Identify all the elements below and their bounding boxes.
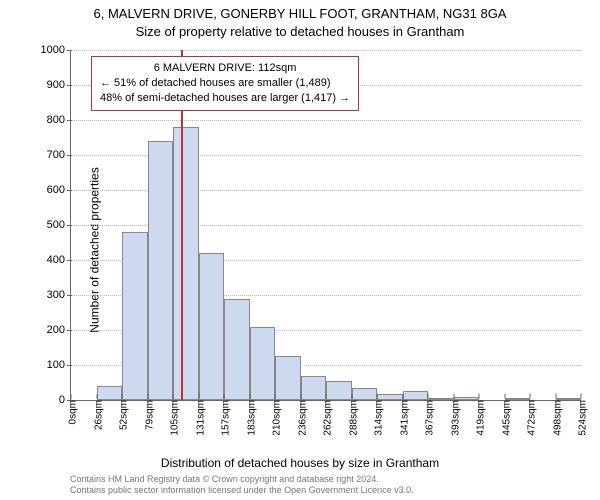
x-tick-label: 393sqm bbox=[446, 400, 461, 436]
y-tick-label: 900 bbox=[25, 79, 71, 91]
footer-line-2: Contains public sector information licen… bbox=[70, 485, 580, 496]
footer-line-1: Contains HM Land Registry data © Crown c… bbox=[70, 474, 580, 485]
callout-line: 6 MALVERN DRIVE: 112sqm bbox=[100, 61, 350, 76]
histogram-bar bbox=[301, 376, 327, 401]
x-tick-label: 367sqm bbox=[421, 400, 436, 436]
x-tick-label: 419sqm bbox=[472, 400, 487, 436]
x-tick-label: 236sqm bbox=[293, 400, 308, 436]
y-tick-label: 500 bbox=[25, 219, 71, 231]
gridline bbox=[71, 50, 581, 51]
histogram-bar bbox=[199, 253, 225, 400]
histogram-bar bbox=[97, 386, 123, 400]
x-tick-label: 210sqm bbox=[268, 400, 283, 436]
histogram-bar bbox=[275, 356, 301, 400]
x-tick-label: 498sqm bbox=[548, 400, 563, 436]
histogram-bar bbox=[352, 388, 378, 400]
x-tick-label: 79sqm bbox=[140, 400, 155, 430]
x-axis-label: Distribution of detached houses by size … bbox=[0, 456, 600, 470]
y-tick-label: 400 bbox=[25, 254, 71, 266]
histogram-bar bbox=[403, 391, 429, 400]
histogram-bar bbox=[250, 327, 276, 401]
y-tick-label: 600 bbox=[25, 184, 71, 196]
callout-line: 48% of semi-detached houses are larger (… bbox=[100, 91, 350, 106]
y-tick-label: 1000 bbox=[25, 44, 71, 56]
x-tick-label: 105sqm bbox=[166, 400, 181, 436]
plot-area: 010020030040050060070080090010000sqm26sq… bbox=[70, 50, 581, 401]
chart-container: 6, MALVERN DRIVE, GONERBY HILL FOOT, GRA… bbox=[0, 0, 600, 500]
x-tick-label: 157sqm bbox=[217, 400, 232, 436]
x-tick-label: 524sqm bbox=[574, 400, 589, 436]
histogram-bar bbox=[224, 299, 250, 401]
histogram-bar bbox=[326, 381, 352, 400]
y-tick-label: 700 bbox=[25, 149, 71, 161]
x-tick-label: 445sqm bbox=[497, 400, 512, 436]
gridline bbox=[71, 120, 581, 121]
histogram-bar bbox=[173, 127, 199, 400]
x-tick-label: 341sqm bbox=[395, 400, 410, 436]
x-tick-label: 262sqm bbox=[319, 400, 334, 436]
x-tick-label: 288sqm bbox=[344, 400, 359, 436]
x-tick-label: 131sqm bbox=[191, 400, 206, 436]
x-tick-label: 52sqm bbox=[115, 400, 130, 430]
x-tick-label: 26sqm bbox=[89, 400, 104, 430]
callout-line: ← 51% of detached houses are smaller (1,… bbox=[100, 76, 350, 91]
x-tick-label: 472sqm bbox=[523, 400, 538, 436]
x-tick-label: 183sqm bbox=[242, 400, 257, 436]
footer-attribution: Contains HM Land Registry data © Crown c… bbox=[70, 474, 580, 496]
histogram-bar bbox=[148, 141, 174, 400]
y-tick-label: 300 bbox=[25, 289, 71, 301]
x-tick-label: 314sqm bbox=[370, 400, 385, 436]
y-tick-label: 100 bbox=[25, 359, 71, 371]
callout-box: 6 MALVERN DRIVE: 112sqm← 51% of detached… bbox=[91, 56, 359, 111]
y-tick-label: 200 bbox=[25, 324, 71, 336]
y-tick-label: 800 bbox=[25, 114, 71, 126]
histogram-bar bbox=[122, 232, 148, 400]
x-tick-label: 0sqm bbox=[64, 400, 79, 424]
